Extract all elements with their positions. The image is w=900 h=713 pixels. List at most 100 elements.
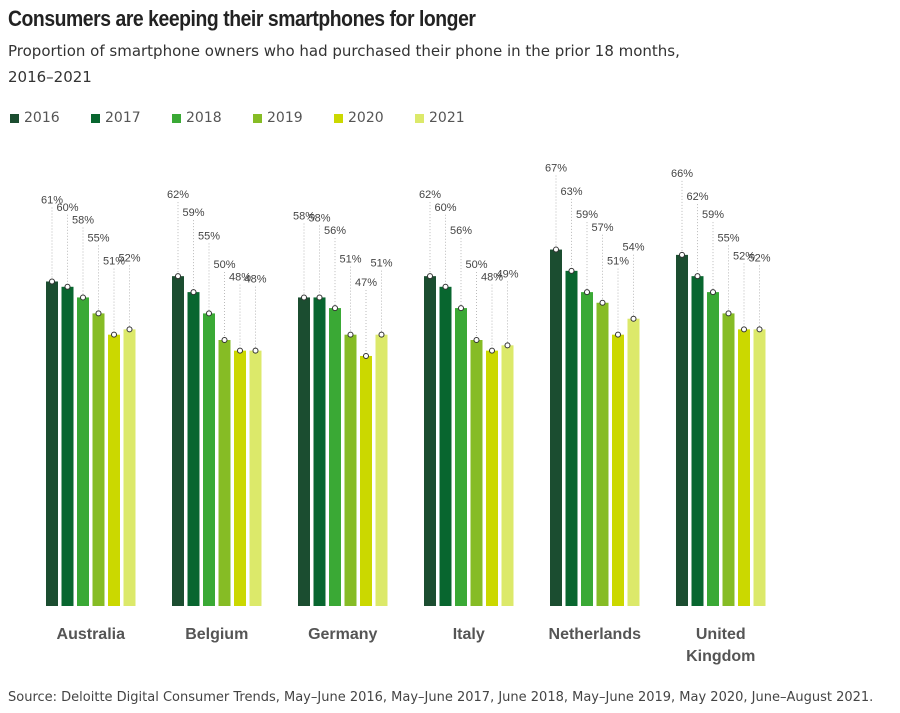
bar xyxy=(470,340,483,606)
data-label: 67% xyxy=(545,163,567,175)
data-label: 62% xyxy=(167,189,189,201)
bar xyxy=(108,334,120,606)
legend-swatch xyxy=(415,113,424,123)
bar xyxy=(203,313,215,606)
data-label: 59% xyxy=(576,209,598,221)
bar xyxy=(375,334,388,606)
data-label: 59% xyxy=(702,209,724,221)
legend-swatch xyxy=(253,113,262,123)
bar xyxy=(218,340,231,606)
data-label: 63% xyxy=(560,186,582,198)
data-label: 47% xyxy=(355,277,377,289)
data-label: 60% xyxy=(56,202,78,214)
data-point-marker xyxy=(49,278,55,285)
data-label: 57% xyxy=(591,222,613,234)
data-label: 50% xyxy=(213,259,235,271)
data-point-marker xyxy=(553,246,559,253)
category-label: Kingdom xyxy=(686,648,755,665)
data-label: 58% xyxy=(293,210,315,222)
data-point-marker xyxy=(599,299,606,306)
data-point-marker xyxy=(252,347,259,354)
data-point-marker xyxy=(190,289,197,296)
data-label: 62% xyxy=(686,191,708,203)
bar xyxy=(753,329,766,606)
data-point-marker xyxy=(725,310,732,317)
bar xyxy=(298,297,310,606)
data-point-marker xyxy=(301,294,307,301)
data-label: 61% xyxy=(41,194,63,206)
data-label: 51% xyxy=(339,254,361,266)
bar xyxy=(565,270,578,606)
data-label: 50% xyxy=(465,259,487,271)
bar xyxy=(77,297,89,606)
legend-item: 2018 xyxy=(172,110,253,126)
bar xyxy=(123,329,136,606)
data-point-marker xyxy=(458,305,464,312)
legend: 2016 2017 2018 2019 2020 2021 xyxy=(10,110,496,126)
data-point-marker xyxy=(630,315,637,322)
bar xyxy=(455,308,467,606)
bar xyxy=(612,334,624,606)
data-label: 52% xyxy=(118,252,140,264)
bar xyxy=(187,292,200,606)
bar xyxy=(172,276,184,606)
bar xyxy=(676,254,688,606)
data-point-marker xyxy=(363,352,369,359)
data-point-marker xyxy=(237,347,243,354)
bar xyxy=(424,276,436,606)
data-point-marker xyxy=(489,347,495,354)
legend-item: 2021 xyxy=(415,110,496,126)
bar xyxy=(234,350,246,606)
data-label: 52% xyxy=(748,252,770,264)
data-point-marker xyxy=(741,326,747,333)
data-point-marker xyxy=(710,289,716,296)
bar xyxy=(691,276,704,606)
data-point-marker xyxy=(568,267,575,274)
bar xyxy=(738,329,750,606)
data-label: 59% xyxy=(182,207,204,219)
data-point-marker xyxy=(504,342,511,349)
category-label: Italy xyxy=(453,626,485,643)
chart-subtitle: Proportion of smartphone owners who had … xyxy=(8,42,680,86)
data-point-marker xyxy=(378,331,385,338)
bar xyxy=(627,318,640,606)
data-label: 60% xyxy=(434,202,456,214)
data-label: 55% xyxy=(87,232,109,244)
data-label: 66% xyxy=(671,168,693,180)
data-label: 48% xyxy=(481,272,503,284)
data-point-marker xyxy=(111,331,117,338)
data-label: 56% xyxy=(324,225,346,237)
chart-title: Consumers are keeping their smartphones … xyxy=(8,6,476,31)
data-point-marker xyxy=(442,283,449,290)
bar xyxy=(92,313,105,606)
category-label: Germany xyxy=(308,626,377,643)
bar xyxy=(249,350,262,606)
data-point-marker xyxy=(332,305,338,312)
data-point-marker xyxy=(64,283,71,290)
data-point-marker xyxy=(679,251,685,258)
legend-item: 2020 xyxy=(334,110,415,126)
bar xyxy=(329,308,341,606)
data-label: 51% xyxy=(103,256,125,268)
data-point-marker xyxy=(694,273,701,280)
data-label: 54% xyxy=(622,242,644,254)
legend-item: 2017 xyxy=(91,110,172,126)
data-point-marker xyxy=(80,294,86,301)
bar xyxy=(550,249,562,606)
data-label: 58% xyxy=(308,212,330,224)
legend-label: 2020 xyxy=(348,110,384,126)
category-label: Australia xyxy=(57,626,126,643)
bar xyxy=(722,313,735,606)
bar xyxy=(61,286,74,606)
category-label: United xyxy=(696,626,746,643)
data-label: 58% xyxy=(72,214,94,226)
data-point-marker xyxy=(584,289,590,296)
data-point-marker xyxy=(756,326,763,333)
legend-item: 2019 xyxy=(253,110,334,126)
data-label: 49% xyxy=(496,268,518,280)
bar xyxy=(501,345,514,606)
data-label: 56% xyxy=(450,225,472,237)
data-point-marker xyxy=(126,326,133,333)
legend-label: 2019 xyxy=(267,110,303,126)
